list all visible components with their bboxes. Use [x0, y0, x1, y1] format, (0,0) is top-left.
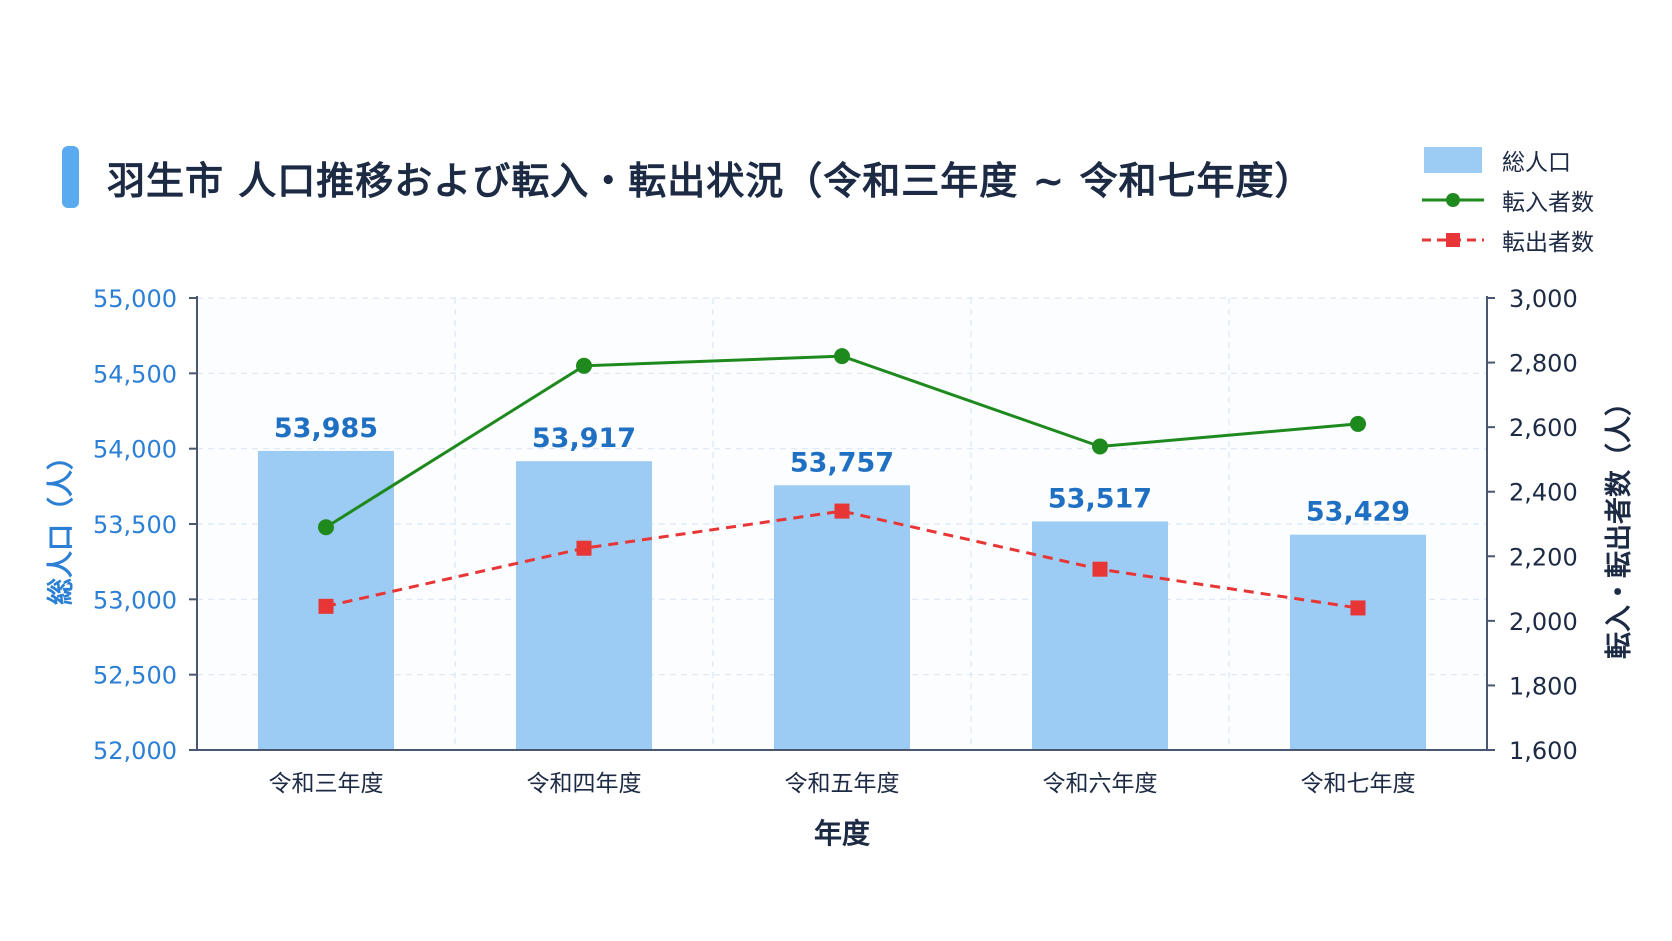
- bar-data-label: 53,429: [1306, 497, 1410, 528]
- right-tick-label: 2,000: [1509, 608, 1578, 636]
- x-tick-label: 令和五年度: [785, 771, 900, 797]
- legend-item-move-out: 転出者数: [1420, 220, 1594, 260]
- point-move-in: [1092, 438, 1108, 455]
- legend-label-move-in: 転入者数: [1502, 190, 1594, 216]
- point-move-out: [1092, 561, 1108, 577]
- right-tick-label: 3,000: [1509, 285, 1578, 313]
- legend-label-move-out: 転出者数: [1502, 230, 1594, 256]
- left-tick-label: 53,500: [93, 511, 177, 539]
- legend-swatch-move-in: [1420, 187, 1486, 213]
- legend-item-move-in: 転入者数: [1420, 180, 1594, 220]
- left-tick-label: 54,500: [93, 360, 177, 388]
- title-accent-bar: [62, 146, 79, 208]
- bar-data-label: 53,985: [274, 413, 378, 444]
- x-tick-label: 令和四年度: [527, 771, 642, 797]
- title-block: 羽生市 人口推移および転入・転出状況（令和三年度 ~ 令和七年度）: [62, 146, 1314, 208]
- bar-population: [774, 485, 910, 750]
- right-tick-label: 1,800: [1509, 672, 1578, 700]
- x-tick-label: 令和七年度: [1301, 771, 1416, 797]
- right-tick-label: 2,400: [1509, 479, 1578, 507]
- point-move-out: [576, 540, 592, 556]
- right-tick-label: 2,200: [1509, 543, 1578, 571]
- left-tick-label: 54,000: [93, 436, 177, 464]
- x-tick-label: 令和六年度: [1043, 771, 1158, 797]
- right-tick-label: 2,800: [1509, 350, 1578, 378]
- bar-data-label: 53,757: [790, 447, 894, 478]
- point-move-in: [1350, 415, 1366, 432]
- bar-population: [1032, 521, 1168, 750]
- bar-population: [1290, 534, 1426, 750]
- bar-data-label: 53,917: [532, 423, 636, 454]
- point-move-out: [318, 598, 334, 614]
- point-move-in: [576, 357, 592, 374]
- bar-data-label: 53,517: [1048, 483, 1152, 514]
- legend-swatch-bar: [1420, 147, 1486, 173]
- left-tick-label: 55,000: [93, 285, 177, 313]
- series-line-move-out: [325, 509, 1359, 610]
- point-move-in: [834, 348, 850, 365]
- left-axis-title: 総人口（人）: [45, 443, 77, 605]
- right-tick-label: 2,600: [1509, 414, 1578, 442]
- legend: 総人口 転入者数 転出者数: [1420, 140, 1594, 260]
- point-move-out: [1350, 600, 1366, 616]
- left-tick-label: 53,000: [93, 586, 177, 614]
- legend-item-population: 総人口: [1420, 140, 1594, 180]
- point-move-out: [834, 503, 850, 519]
- legend-swatch-move-out: [1420, 227, 1486, 253]
- x-axis-title: 年度: [814, 817, 870, 850]
- bar-population: [516, 461, 652, 750]
- left-tick-label: 52,000: [93, 737, 177, 765]
- x-tick-label: 令和三年度: [269, 771, 384, 797]
- right-tick-label: 1,600: [1509, 737, 1578, 765]
- point-move-in: [318, 519, 334, 536]
- right-axis-title: 転入・転出者数（人）: [1604, 389, 1635, 659]
- legend-label-population: 総人口: [1502, 150, 1571, 176]
- left-tick-label: 52,500: [93, 662, 177, 690]
- chart-title: 羽生市 人口推移および転入・転出状況（令和三年度 ~ 令和七年度）: [107, 158, 1314, 203]
